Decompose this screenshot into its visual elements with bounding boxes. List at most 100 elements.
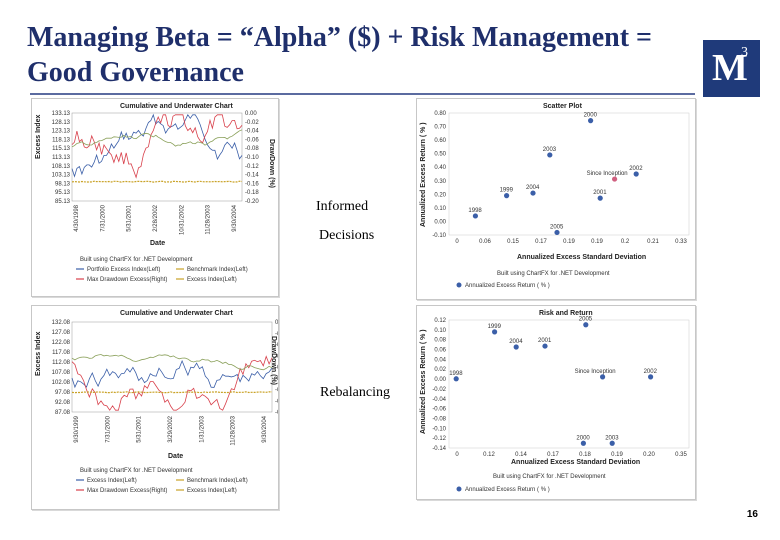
- br-ytick: -0.06: [432, 407, 446, 413]
- tr-xtick: 0.33: [675, 239, 687, 245]
- br-point-label: 2004: [509, 339, 523, 345]
- br-point: [648, 374, 654, 380]
- bl-xtick: 11/28/2003: [231, 415, 237, 445]
- tr-point-label: 2002: [629, 166, 643, 172]
- bl-legend-item: Excess Index(Left): [87, 478, 137, 484]
- tl-ytick: 128.13: [52, 120, 71, 126]
- tr-xtick: 0.06: [479, 239, 491, 245]
- tl-ytick: 85.13: [55, 199, 71, 205]
- tl-y2tick: -0.14: [245, 173, 259, 179]
- br-ytick: 0.06: [434, 348, 446, 354]
- bl-y2tick: -0.35: [275, 399, 278, 405]
- br-point: [453, 376, 459, 382]
- label-rebalancing: Rebalancing: [318, 385, 392, 401]
- bl-legend-item: Excess Index(Left): [187, 488, 237, 494]
- tl-ytick: 133.13: [52, 111, 71, 117]
- tl-ytick: 113.13: [52, 155, 71, 161]
- br-point-label: 2003: [605, 435, 619, 441]
- title-divider: [30, 93, 695, 95]
- tr-point-label: 2005: [550, 224, 564, 230]
- chart-bl-ylabel: Excess Index: [35, 332, 42, 376]
- chart-tr-title: Scatter Plot: [543, 103, 583, 110]
- tr-point: [504, 193, 510, 199]
- bl-ytick: 107.08: [52, 370, 71, 376]
- br-point-label: 2005: [579, 317, 593, 323]
- tl-xtick: 11/28/2003: [206, 204, 212, 234]
- chart-br-legend-marker: [456, 486, 462, 492]
- bl-y2tick: 0.00: [275, 320, 278, 326]
- chart-bl-y2label: DrawDown (%): [270, 336, 277, 385]
- chart-tr-svg: Scatter Plot 0.80 0.70 0.60 0.50 0.40 0.30 0.2…: [420, 103, 690, 289]
- bl-ytick: 117.08: [52, 350, 71, 356]
- bl-excess-index-line: [71, 359, 273, 389]
- tr-ytick: 0.70: [434, 125, 446, 131]
- tr-xtick: 0.19: [563, 239, 575, 245]
- chart-tl-footer: Built using ChartFX for .NET Development: [80, 257, 193, 263]
- tl-ytick: 115.13: [52, 146, 71, 152]
- tr-point-label: 2000: [584, 113, 598, 119]
- tr-ytick: 0.60: [434, 138, 446, 144]
- chart-br-ylabel: Annualized Excess Return ( % ): [420, 329, 427, 434]
- tr-point: [633, 171, 639, 177]
- tr-point-label: Since Inception: [587, 171, 628, 177]
- tl-y2tick: -0.10: [245, 155, 259, 161]
- tr-xtick: 0: [455, 239, 459, 245]
- tl-ytick: 123.13: [52, 129, 71, 135]
- chart-br-plot-area: [448, 319, 690, 449]
- bl-benchmark-line: [71, 391, 273, 394]
- page-number: 16: [746, 509, 758, 520]
- bl-ytick: 112.08: [52, 360, 71, 366]
- bl-xtick: 3/29/2002: [168, 415, 174, 442]
- bl-y2tick: -0.20: [275, 365, 278, 371]
- tl-legend-item: Excess Index(Left): [187, 277, 237, 283]
- tl-xtick: 4/30/1998: [74, 204, 80, 231]
- br-ytick: 0.12: [434, 318, 446, 324]
- br-point: [600, 374, 606, 380]
- tl-y2tick: -0.04: [245, 129, 259, 135]
- tl-ytick: 98.13: [55, 181, 71, 187]
- tr-point-label: 1998: [468, 208, 482, 214]
- chart-bl-footer: Built using ChartFX for .NET Development: [80, 468, 193, 474]
- chart-tl-svg: Cumulative and Underwater Chart 133.13 12…: [35, 103, 275, 283]
- tr-ytick: 0.50: [434, 152, 446, 158]
- tr-point-label: 2003: [543, 147, 557, 153]
- bl-xtick: 9/30/1999: [74, 415, 80, 442]
- tr-ytick: -0.10: [432, 233, 446, 239]
- bl-ytick: 122.08: [52, 340, 71, 346]
- slide-title: Managing Beta = “Alpha” ($) + Risk Manag…: [27, 22, 652, 88]
- br-point: [513, 344, 519, 350]
- label-decisions: Decisions: [317, 228, 377, 244]
- tl-xtick: 5/31/2001: [127, 204, 133, 231]
- br-xtick: 0.18: [579, 452, 591, 458]
- br-ytick: 0.00: [434, 377, 446, 383]
- bl-drawdown-line: [71, 355, 273, 411]
- tr-ytick: 0.20: [434, 192, 446, 198]
- bl-y2tick: -0.05: [275, 331, 278, 337]
- chart-tr-footer: Built using ChartFX for .NET Development: [497, 271, 610, 277]
- tl-excess-index-line: [71, 113, 243, 178]
- bl-y2tick: -0.15: [275, 354, 278, 360]
- tl-xtick: 2/28/2002: [153, 204, 159, 231]
- tl-legend-item: Benchmark Index(Left): [187, 267, 248, 273]
- chart-bl-xlabel: Date: [168, 453, 183, 460]
- bl-ytick: 132.08: [52, 320, 71, 326]
- br-ytick: -0.10: [432, 426, 446, 432]
- chart-tr-legend: Annualized Excess Return ( % ): [465, 283, 550, 289]
- bl-legend-item: Benchmark Index(Left): [187, 478, 248, 484]
- chart-tl-xlabel: Date: [150, 240, 165, 247]
- br-point: [542, 343, 548, 349]
- br-ytick: 0.10: [434, 328, 446, 334]
- tl-legend-item: Max Drawdown Excess(Right): [87, 277, 167, 283]
- br-ytick: -0.08: [432, 416, 446, 422]
- tl-y2tick: -0.20: [245, 199, 259, 205]
- tl-xtick: 10/31/2002: [179, 204, 185, 235]
- tl-xtick: 7/31/2000: [100, 204, 106, 231]
- tr-point: [588, 118, 594, 124]
- br-point: [583, 322, 589, 328]
- bl-y2tick: -0.25: [275, 376, 278, 382]
- bl-y2tick: -0.10: [275, 343, 278, 349]
- tr-point: [547, 152, 553, 158]
- br-xtick: 0.17: [547, 452, 559, 458]
- chart-br-svg: Risk and Return 0.12 0.10 0.08 0.06 0.04 0.02…: [420, 310, 690, 493]
- br-point-label: 2002: [644, 369, 658, 375]
